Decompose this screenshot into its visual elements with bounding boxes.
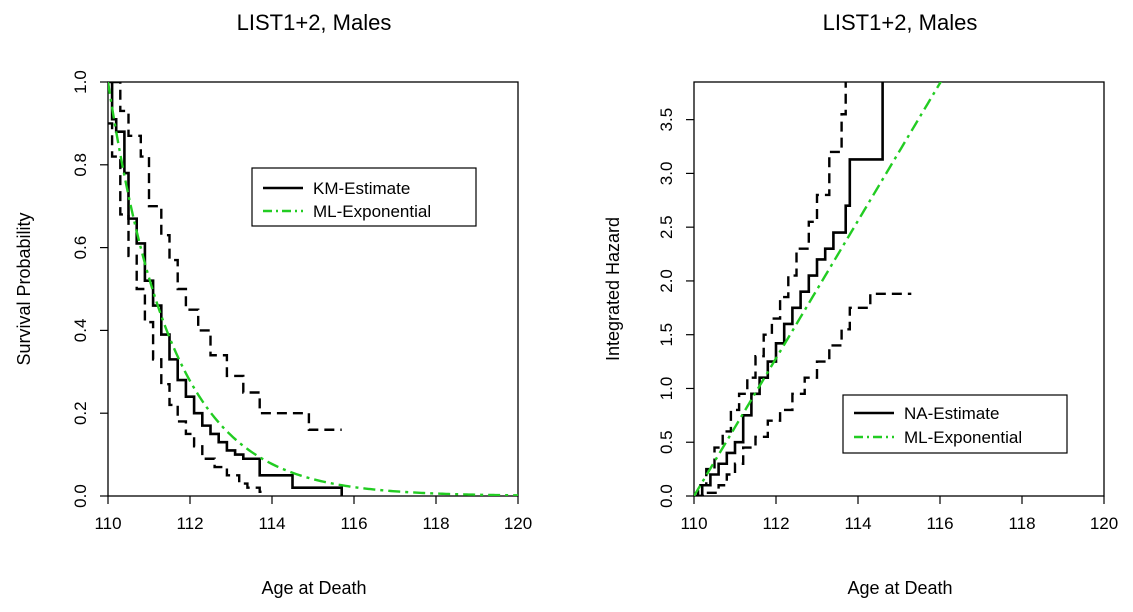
survival-series-km-lower-ci [108, 122, 265, 496]
hazard-xtick-label-0: 110 [680, 514, 707, 533]
hazard-series-na-upper-ci [694, 82, 847, 496]
survival-ytick-label-2: 0.4 [71, 319, 90, 343]
hazard-y-axis: 0.0 0.5 1.0 1.5 2.0 2.5 3.0 3.5 [657, 108, 694, 508]
survival-xtick-label-1: 112 [176, 514, 203, 533]
hazard-ylabel: Integrated Hazard [603, 217, 623, 361]
hazard-xtick-label-5: 120 [1090, 514, 1118, 533]
survival-title: LIST1+2, Males [237, 10, 392, 35]
survival-ytick-label-3: 0.6 [71, 236, 90, 260]
hazard-xlabel: Age at Death [847, 578, 952, 598]
survival-series-km-upper-ci [112, 82, 342, 431]
hazard-panel: LIST1+2, Males Age at Death Integrated H… [603, 10, 1118, 598]
hazard-ytick-label-5: 2.5 [657, 215, 676, 239]
survival-xlabel: Age at Death [261, 578, 366, 598]
survival-x-axis: 110 112 114 116 118 120 [94, 496, 532, 533]
hazard-xtick-label-1: 112 [762, 514, 789, 533]
survival-legend-label-ml: ML-Exponential [313, 202, 431, 221]
survival-plot-frame [107, 81, 519, 497]
survival-series-km-estimate [108, 82, 343, 496]
hazard-ytick-label-0: 0.0 [657, 484, 676, 508]
hazard-ytick-label-2: 1.0 [657, 377, 676, 401]
survival-xtick-label-5: 120 [504, 514, 532, 533]
hazard-x-axis: 110 112 114 116 118 120 [680, 496, 1118, 533]
survival-legend: KM-Estimate ML-Exponential [251, 167, 477, 227]
survival-panel: LIST1+2, Males Age at Death Survival Pro… [14, 10, 532, 598]
survival-ylabel: Survival Probability [14, 212, 34, 365]
hazard-legend-box [842, 394, 1068, 454]
hazard-ytick-label-7: 3.5 [657, 108, 676, 132]
survival-series-ml-exponential [108, 82, 518, 496]
hazard-series [694, 82, 943, 496]
hazard-ytick-label-6: 3.0 [657, 162, 676, 186]
survival-legend-label-km: KM-Estimate [313, 179, 410, 198]
hazard-legend-label-na: NA-Estimate [904, 404, 999, 423]
survival-ytick-label-4: 0.8 [71, 153, 90, 177]
hazard-xtick-label-4: 118 [1008, 514, 1035, 533]
hazard-legend-label-ml: ML-Exponential [904, 428, 1022, 447]
hazard-ytick-label-4: 2.0 [657, 269, 676, 293]
hazard-series-na-estimate [694, 82, 884, 496]
survival-xtick-label-2: 114 [258, 514, 285, 533]
survival-ytick-label-0: 0.0 [71, 484, 90, 508]
hazard-ytick-label-3: 1.5 [657, 323, 676, 347]
survival-y-axis: 0.0 0.2 0.4 0.6 0.8 1.0 [71, 70, 108, 508]
survival-ytick-label-5: 1.0 [71, 70, 90, 94]
hazard-ytick-label-1: 0.5 [657, 430, 676, 454]
hazard-legend: NA-Estimate ML-Exponential [842, 394, 1068, 454]
survival-xtick-label-0: 110 [94, 514, 121, 533]
survival-xtick-label-4: 118 [422, 514, 449, 533]
survival-series [108, 82, 518, 496]
hazard-plot-frame [693, 81, 1105, 497]
survival-xtick-label-3: 116 [340, 514, 367, 533]
hazard-xtick-label-2: 114 [844, 514, 871, 533]
survival-legend-box [251, 167, 477, 227]
survival-ytick-label-1: 0.2 [71, 401, 90, 425]
hazard-series-na-lower-ci [694, 292, 912, 496]
hazard-title: LIST1+2, Males [823, 10, 978, 35]
hazard-series-ml-exponential [694, 82, 943, 496]
hazard-xtick-label-3: 116 [926, 514, 953, 533]
